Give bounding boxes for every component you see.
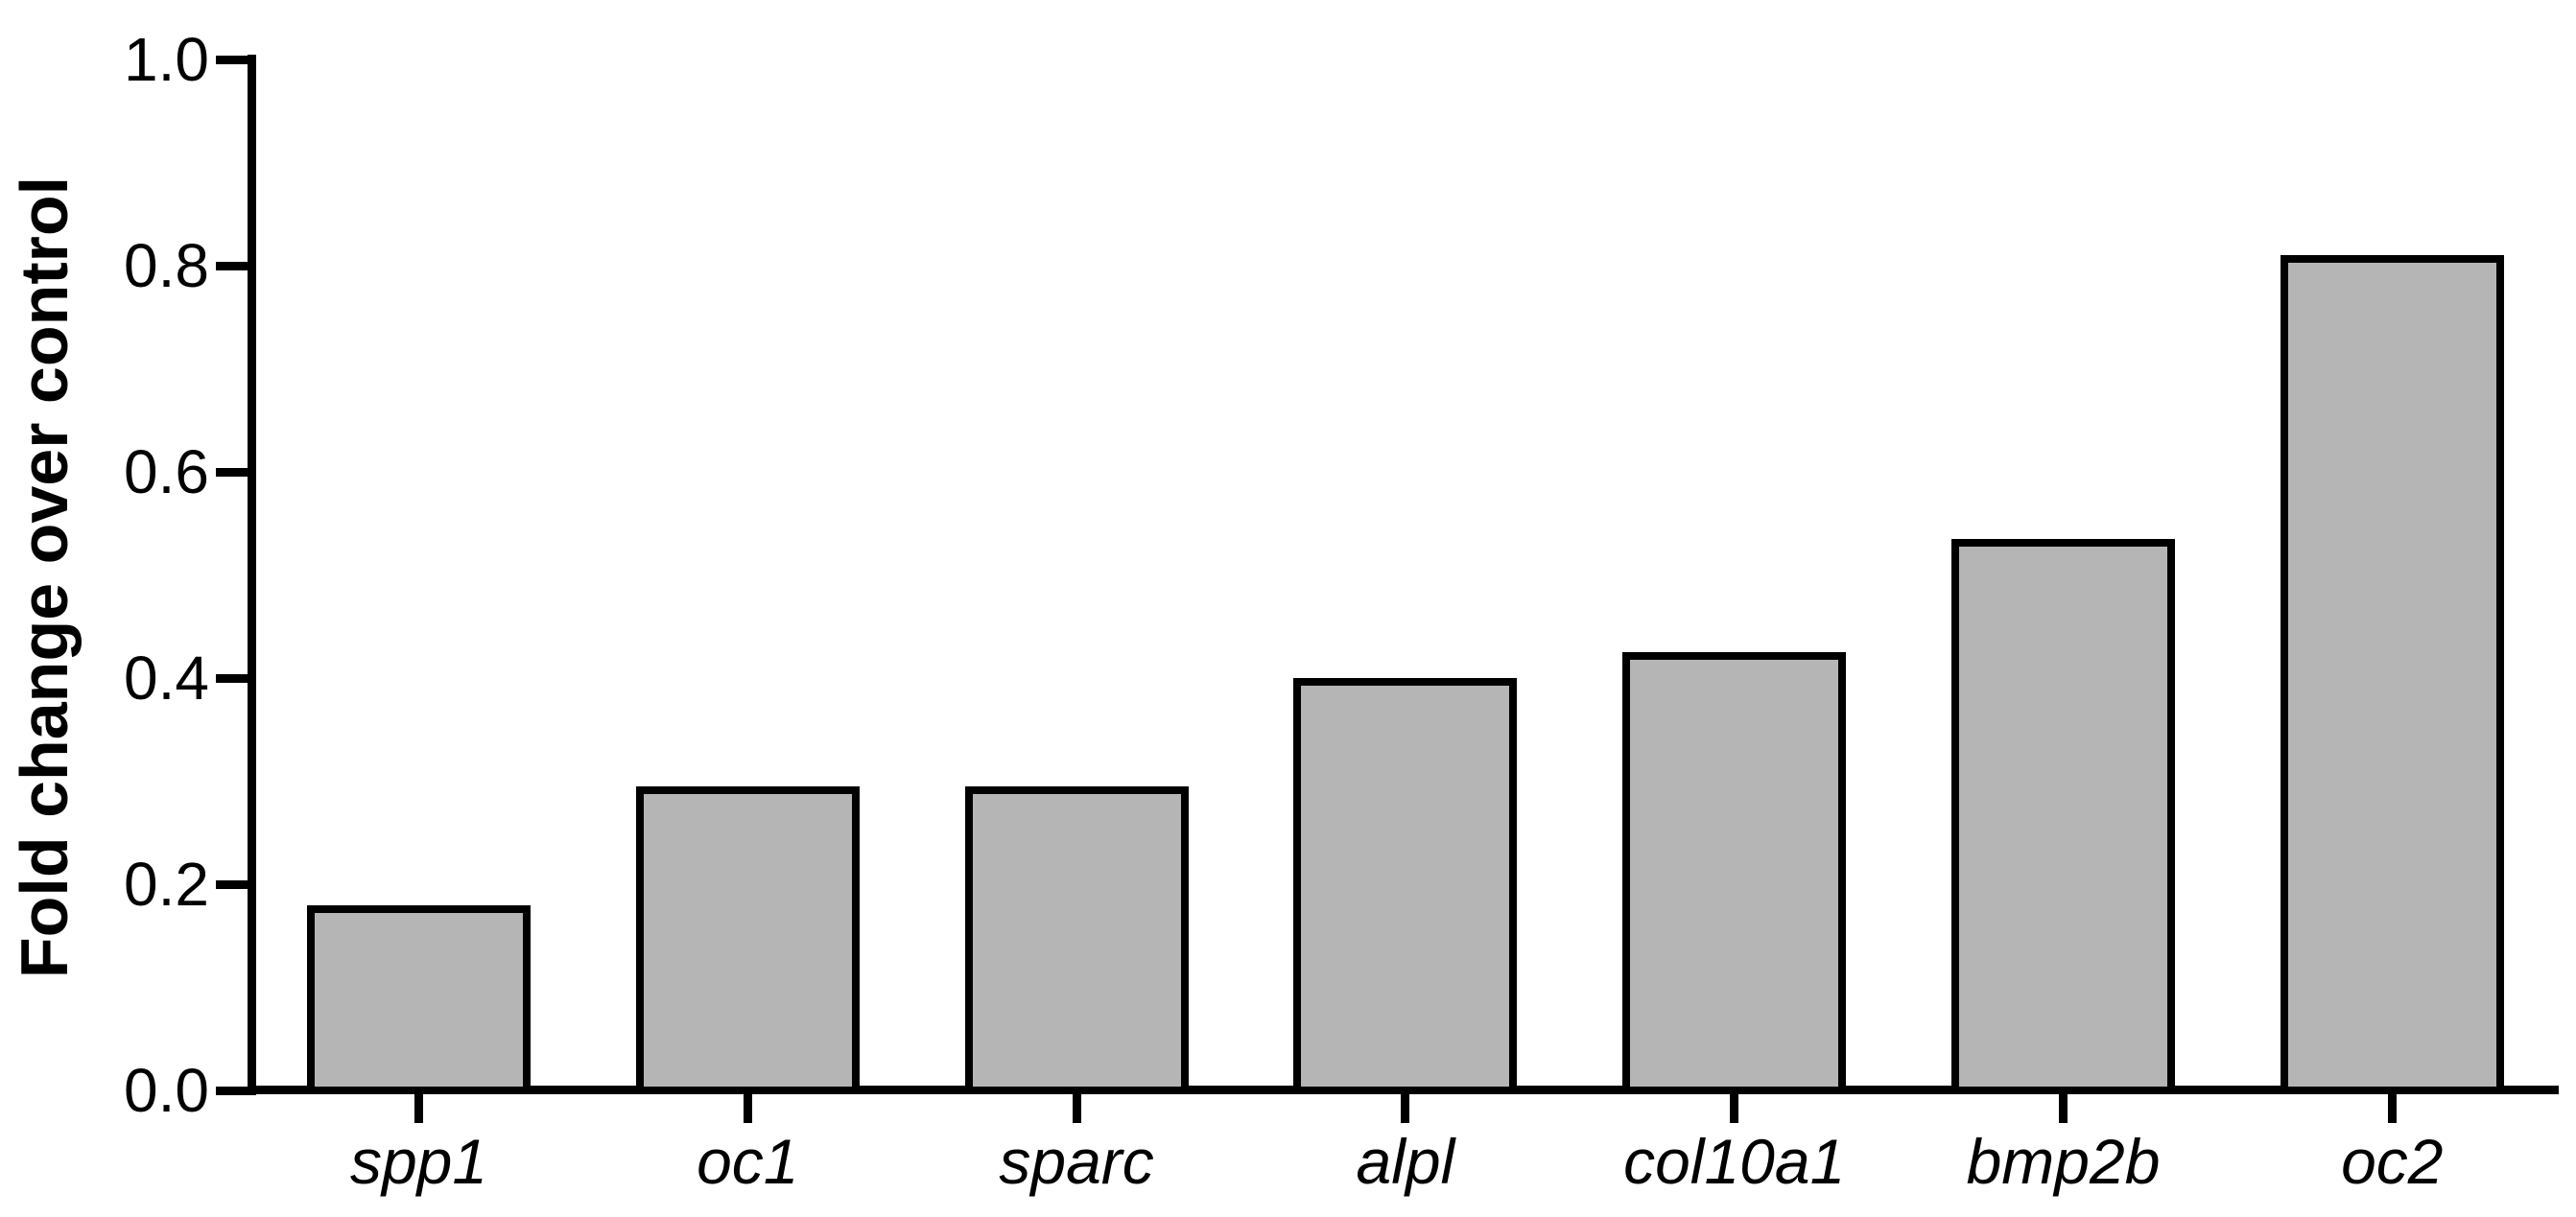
- bar-spp1: [307, 904, 531, 1094]
- x-label-sparc: sparc: [999, 1126, 1154, 1197]
- y-tick-label: 0.0: [124, 1056, 209, 1125]
- x-label-spp1: spp1: [349, 1126, 488, 1197]
- y-tick-0.8: [216, 261, 252, 270]
- x-label-bmp2b: bmp2b: [1966, 1126, 2161, 1197]
- bar-oc1: [636, 785, 860, 1094]
- y-tick-0.0: [216, 1086, 252, 1095]
- x-tick-col10a1: [1730, 1094, 1739, 1123]
- bar-oc2: [2281, 255, 2504, 1094]
- x-label-oc1: oc1: [697, 1126, 799, 1197]
- y-tick-1.0: [216, 55, 252, 64]
- bar-sparc: [965, 785, 1189, 1094]
- x-tick-alpl: [1401, 1094, 1410, 1123]
- bar-col10a1: [1622, 652, 1846, 1094]
- x-tick-oc1: [743, 1094, 752, 1123]
- y-axis-line: [248, 55, 256, 1095]
- x-tick-spp1: [414, 1094, 423, 1123]
- y-tick-label: 0.6: [124, 437, 209, 506]
- bar-bmp2b: [1951, 538, 2175, 1094]
- x-label-oc2: oc2: [2341, 1126, 2444, 1197]
- y-tick-label: 1.0: [124, 25, 209, 94]
- x-label-alpl: alpl: [1356, 1126, 1455, 1197]
- x-tick-sparc: [1072, 1094, 1081, 1123]
- y-tick-0.4: [216, 673, 252, 683]
- y-tick-label: 0.2: [124, 850, 209, 919]
- y-tick-0.2: [216, 879, 252, 889]
- x-tick-oc2: [2387, 1094, 2397, 1123]
- y-axis-title: Fold change over control: [7, 176, 82, 979]
- x-label-col10a1: col10a1: [1623, 1126, 1846, 1197]
- y-tick-0.6: [216, 467, 252, 477]
- y-tick-label: 0.4: [124, 644, 209, 713]
- bar-alpl: [1293, 678, 1517, 1094]
- x-tick-bmp2b: [2059, 1094, 2068, 1123]
- y-tick-label: 0.8: [124, 231, 209, 300]
